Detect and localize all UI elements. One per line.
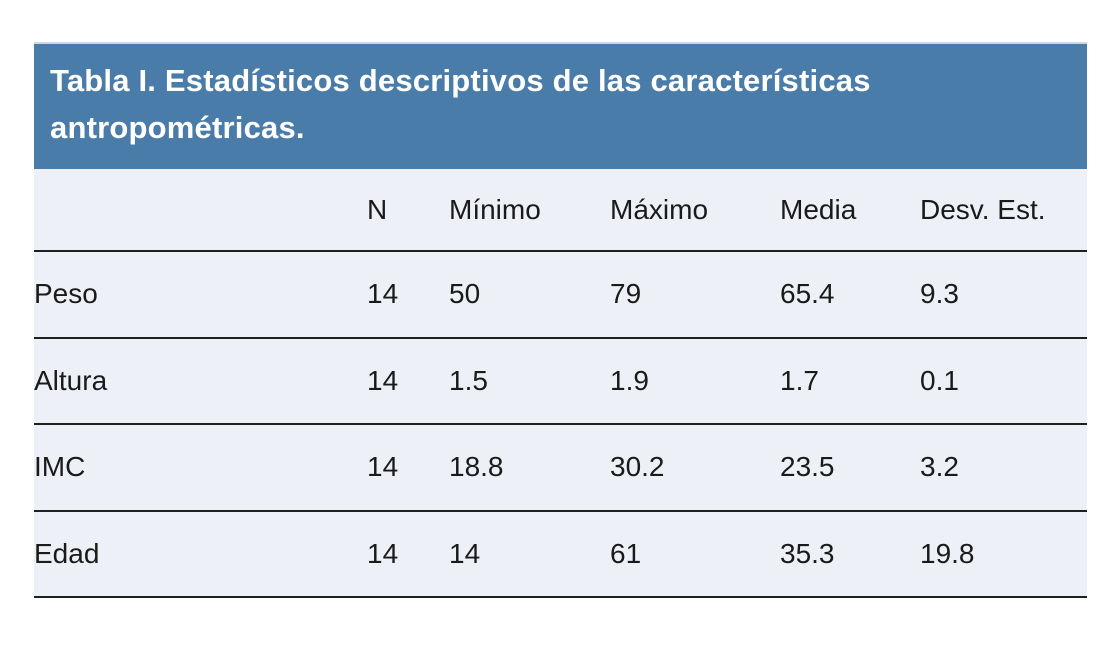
descriptive-statistics-table: N Mínimo Máximo Media Desv. Est. Peso 14…: [34, 169, 1087, 598]
cell-desv-est: 0.1: [920, 364, 959, 396]
cell-maximo: 1.9: [610, 364, 649, 396]
cell-n: 14: [367, 278, 399, 310]
cell-maximo: 79: [610, 278, 642, 310]
table-row-imc: IMC 14 18.8 30.2 23.5 3.2: [34, 424, 1087, 511]
cell-desv-est: 19.8: [920, 537, 975, 569]
table-title-bar: Tabla I. Estadísticos descriptivos de la…: [34, 42, 1087, 169]
row-label: Edad: [34, 537, 100, 569]
table-row-edad: Edad 14 14 61 35.3 19.8: [34, 511, 1087, 597]
table-figure: Tabla I. Estadísticos descriptivos de la…: [34, 42, 1087, 598]
cell-minimo: 14: [449, 537, 481, 569]
row-label: IMC: [34, 451, 86, 483]
table-row-peso: Peso 14 50 79 65.4 9.3: [34, 251, 1087, 338]
cell-minimo: 1.5: [449, 364, 488, 396]
table-title: Tabla I. Estadísticos descriptivos de la…: [50, 63, 871, 145]
cell-maximo: 61: [610, 537, 642, 569]
column-header-n: N: [367, 193, 388, 225]
cell-media: 23.5: [780, 451, 835, 483]
cell-media: 1.7: [780, 364, 819, 396]
cell-media: 35.3: [780, 537, 835, 569]
column-header-desv-est: Desv. Est.: [920, 193, 1046, 225]
cell-n: 14: [367, 537, 399, 569]
column-header-media: Media: [780, 193, 857, 225]
cell-desv-est: 3.2: [920, 451, 959, 483]
cell-maximo: 30.2: [610, 451, 665, 483]
column-header-row: N Mínimo Máximo Media Desv. Est.: [34, 169, 1087, 251]
row-label: Peso: [34, 278, 98, 310]
cell-minimo: 50: [449, 278, 481, 310]
cell-media: 65.4: [780, 278, 835, 310]
cell-n: 14: [367, 364, 399, 396]
column-header-maximo: Máximo: [610, 193, 709, 225]
cell-n: 14: [367, 451, 399, 483]
column-header-blank: [34, 169, 367, 251]
column-header-minimo: Mínimo: [449, 193, 541, 225]
cell-desv-est: 9.3: [920, 278, 959, 310]
table-row-altura: Altura 14 1.5 1.9 1.7 0.1: [34, 338, 1087, 424]
row-label: Altura: [34, 364, 108, 396]
cell-minimo: 18.8: [449, 451, 504, 483]
